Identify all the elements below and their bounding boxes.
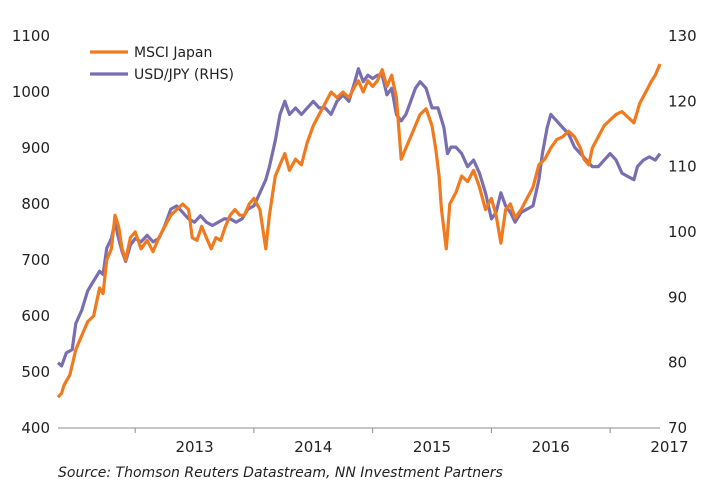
left-tick-label: 400 [21,419,50,437]
left-tick-label: 900 [21,139,50,157]
series-line-msci-japan [56,63,662,399]
series-line-usd-jpy [56,67,662,368]
x-axis: 2013 2014 2015 2016 2017 [58,427,689,456]
legend-label: MSCI Japan [134,45,212,61]
right-tick-label: 120 [668,92,697,110]
left-axis-ticks: 400 500 600 700 800 900 1000 1100 [12,27,50,437]
left-tick-label: 1100 [12,27,50,45]
left-tick-label: 600 [21,307,50,325]
right-tick-label: 90 [668,288,687,306]
right-tick-label: 80 [668,354,687,372]
right-tick-label: 70 [668,419,687,437]
left-tick-label: 800 [21,195,50,213]
source-note: Source: Thomson Reuters Datastream, NN I… [58,465,503,481]
right-tick-label: 110 [668,158,697,176]
x-tick-label: 2015 [413,438,451,456]
legend-label: USD/JPY (RHS) [134,67,234,83]
left-tick-label: 1000 [12,83,50,101]
x-tick-label: 2017 [650,438,688,456]
x-tick-label: 2013 [175,438,213,456]
x-tick-label: 2014 [294,438,332,456]
right-tick-label: 100 [668,223,697,241]
legend: MSCI Japan USD/JPY (RHS) [90,45,234,83]
series-layer [56,63,662,399]
right-axis-ticks: 70 80 90 100 110 120 130 [668,27,697,437]
left-tick-label: 500 [21,363,50,381]
x-tick-label: 2016 [532,438,570,456]
left-tick-label: 700 [21,251,50,269]
right-tick-label: 130 [668,27,697,45]
